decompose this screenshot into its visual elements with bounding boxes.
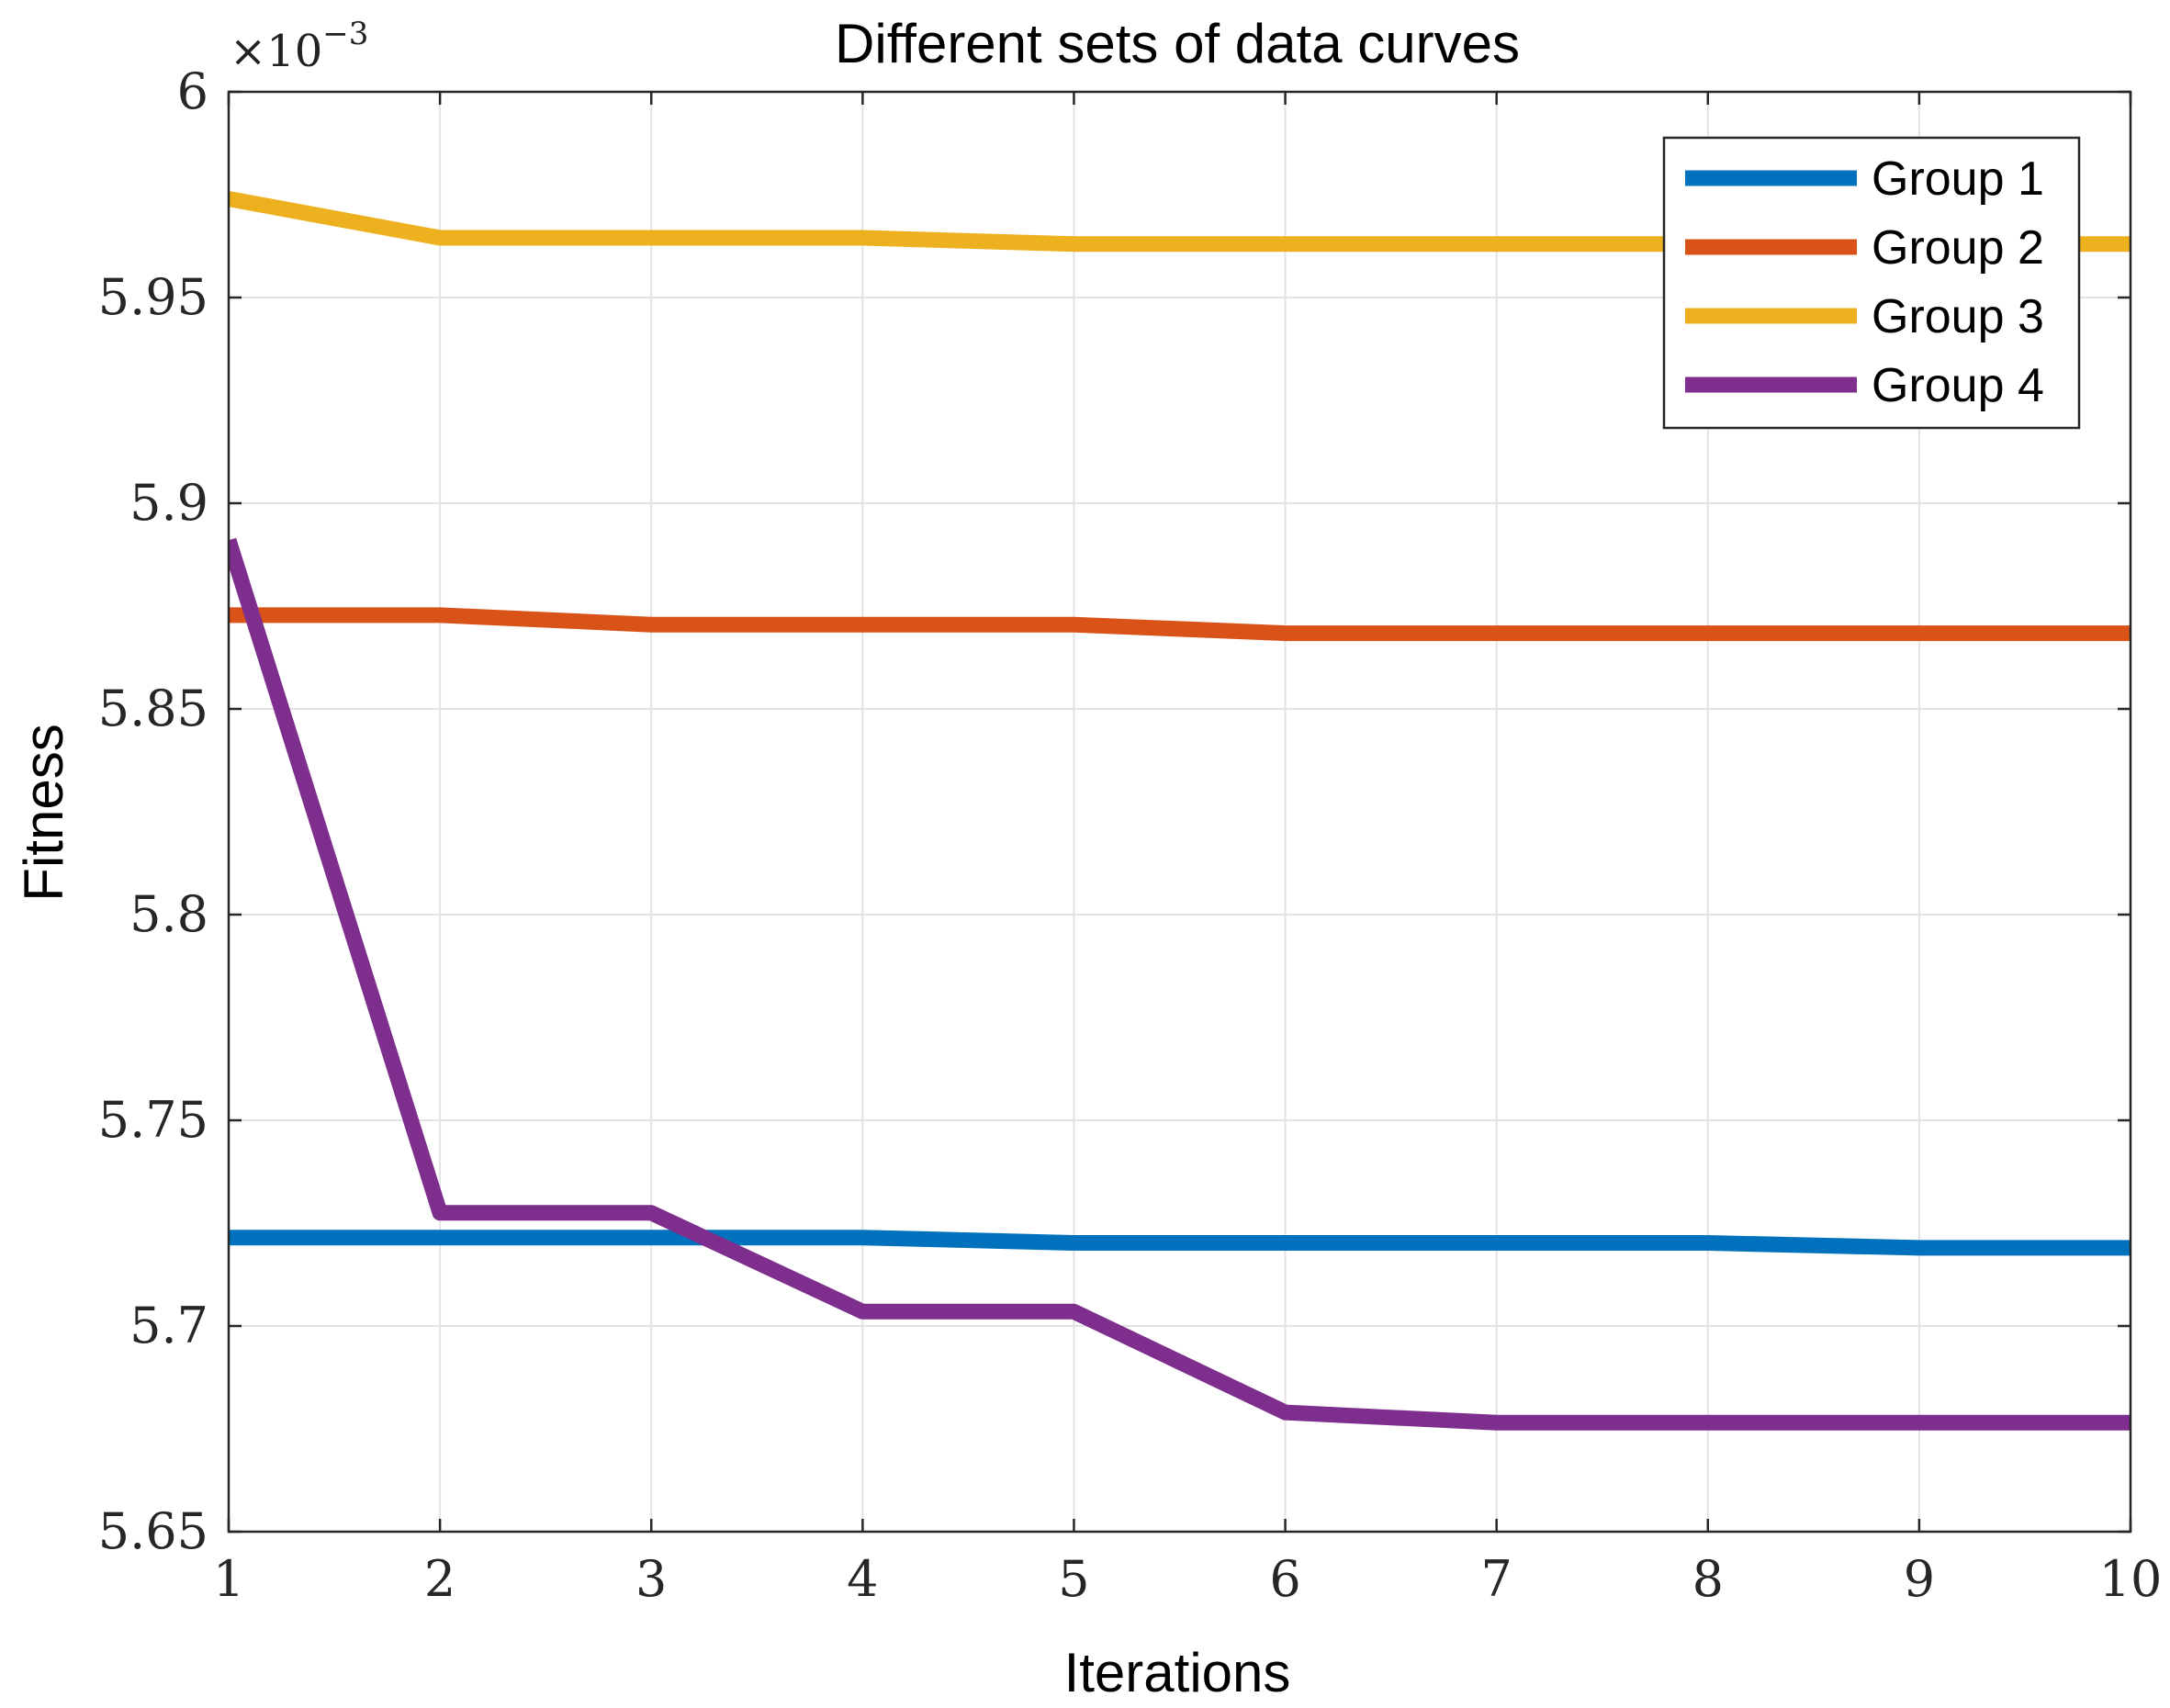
x-tick-label-4: 5 (1058, 1550, 1089, 1608)
legend-label-group-3: Group 3 (1872, 290, 2044, 343)
y-tick-label-1: 5.7 (129, 1297, 208, 1354)
y-tick-label-7: 6 (177, 62, 208, 120)
y-tick-label-4: 5.85 (98, 680, 208, 737)
x-tick-label-6: 7 (1480, 1550, 1512, 1608)
x-tick-label-1: 2 (424, 1550, 455, 1608)
legend-box (1662, 136, 2081, 430)
tick-labels: 1 2 3 4 5 6 7 8 9 10 5.65 5.7 5.75 5.8 5.85 5.9 5.95 6 (98, 62, 2163, 1608)
y-axis-label: Fitness (13, 724, 74, 901)
x-axis-label: Iterations (1064, 1642, 1291, 1703)
chart-title: Different sets of data curves (835, 13, 1520, 74)
y-tick-label-6: 5.95 (98, 268, 208, 326)
axes-box (227, 90, 2132, 1534)
y-exponent-label: ×10−3 (230, 16, 368, 77)
legend-label-group-4: Group 4 (1872, 359, 2044, 412)
y-tick-label-0: 5.65 (98, 1502, 208, 1560)
y-tick-label-5: 5.9 (129, 474, 208, 532)
x-tick-label-2: 3 (635, 1550, 667, 1608)
x-tick-label-8: 9 (1904, 1550, 1935, 1608)
series-line-group-4 (229, 537, 2131, 1431)
series-line-group-1 (229, 1230, 2131, 1256)
x-tick-label-0: 1 (213, 1550, 244, 1608)
y-tick-label-2: 5.75 (98, 1091, 208, 1149)
x-tick-label-5: 6 (1269, 1550, 1300, 1608)
x-tick-label-7: 8 (1692, 1550, 1724, 1608)
y-tick-label-3: 5.8 (129, 885, 208, 943)
y-exponent-power: −3 (322, 16, 368, 52)
legend: Group 1 Group 2 Group 3 Group 4 (1662, 136, 2081, 430)
legend-label-group-2: Group 2 (1872, 221, 2044, 275)
x-tick-label-9: 10 (2099, 1550, 2163, 1608)
series-line-group-2 (229, 607, 2131, 642)
x-tick-label-3: 4 (847, 1550, 878, 1608)
axes (227, 90, 2132, 1534)
legend-label-group-1: Group 1 (1872, 152, 2044, 206)
